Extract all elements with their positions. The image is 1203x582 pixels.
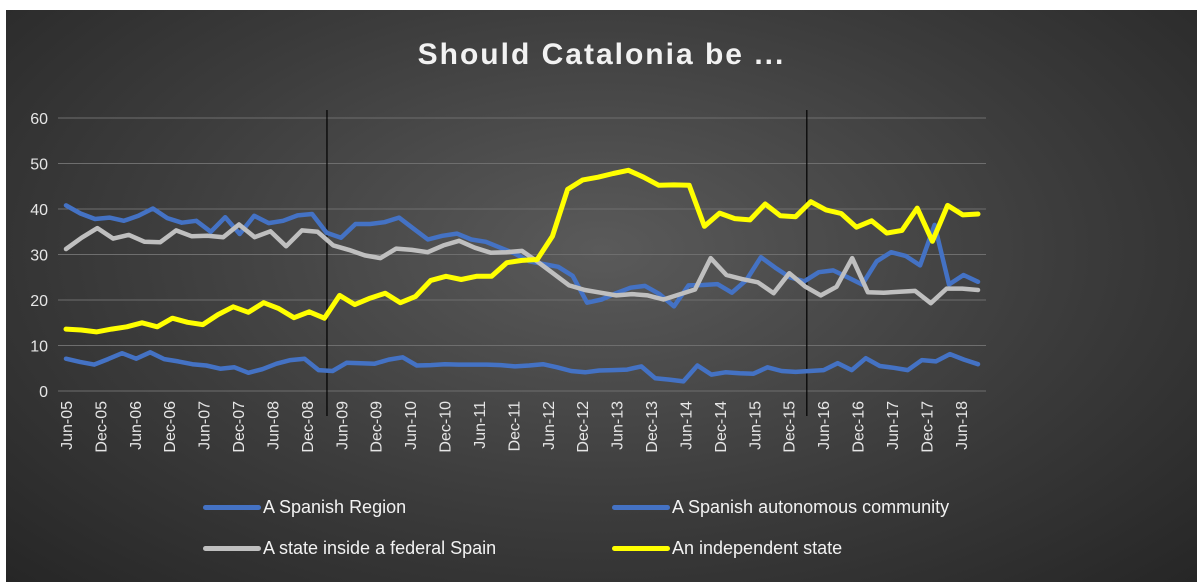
x-tick-label-Jun-13: Jun-13 [610,401,627,450]
x-tick-label-Jun-18: Jun-18 [954,401,971,450]
x-tick-label-Jun-12: Jun-12 [541,401,558,450]
x-tick-label-Dec-16: Dec-16 [851,401,868,453]
y-tick-label-0: 0 [39,384,48,401]
x-tick-label-Dec-05: Dec-05 [93,401,110,453]
x-tick-label-Dec-06: Dec-06 [162,401,179,453]
y-tick-label-60: 60 [30,111,48,128]
x-tick-label-Dec-13: Dec-13 [644,401,661,453]
x-tick-label-Jun-14: Jun-14 [678,401,695,450]
y-tick-label-50: 50 [30,157,48,174]
y-tick-label-40: 40 [30,202,48,219]
x-tick-label-Jun-08: Jun-08 [265,401,282,450]
series-line-a-spanish-autonomous-community [63,203,981,309]
x-tick-label-Dec-15: Dec-15 [782,401,799,453]
x-tick-label-Dec-11: Dec-11 [506,401,523,451]
x-tick-label-Dec-09: Dec-09 [369,401,386,453]
y-tick-label-30: 30 [30,248,48,265]
x-tick-label-Jun-06: Jun-06 [128,401,145,450]
chart-background [6,10,1197,582]
x-tick-label-Jun-07: Jun-07 [197,401,214,450]
x-tick-label-Jun-15: Jun-15 [747,401,764,450]
x-tick-label-Jun-09: Jun-09 [334,401,351,450]
x-tick-label-Jun-05: Jun-05 [59,401,76,450]
x-tick-label-Jun-16: Jun-16 [816,401,833,450]
x-tick-label-Dec-07: Dec-07 [231,401,248,453]
series-line-a-spanish-region [63,350,981,384]
series-line-a-state-inside-a-federal-spain [63,222,981,306]
x-tick-label-Jun-11: Jun-11 [472,401,489,449]
y-tick-label-20: 20 [30,293,48,310]
y-tick-label-10: 10 [30,339,48,356]
x-tick-label-Dec-17: Dec-17 [919,401,936,453]
series-line-an-independent-state [63,167,981,335]
x-tick-label-Jun-17: Jun-17 [885,401,902,450]
x-tick-label-Dec-14: Dec-14 [713,401,730,453]
x-tick-label-Dec-10: Dec-10 [438,401,455,453]
x-tick-label-Dec-12: Dec-12 [575,401,592,453]
x-tick-label-Dec-08: Dec-08 [300,401,317,453]
chart-title: Should Catalonia be ... [417,38,786,71]
x-tick-label-Jun-10: Jun-10 [403,401,420,450]
